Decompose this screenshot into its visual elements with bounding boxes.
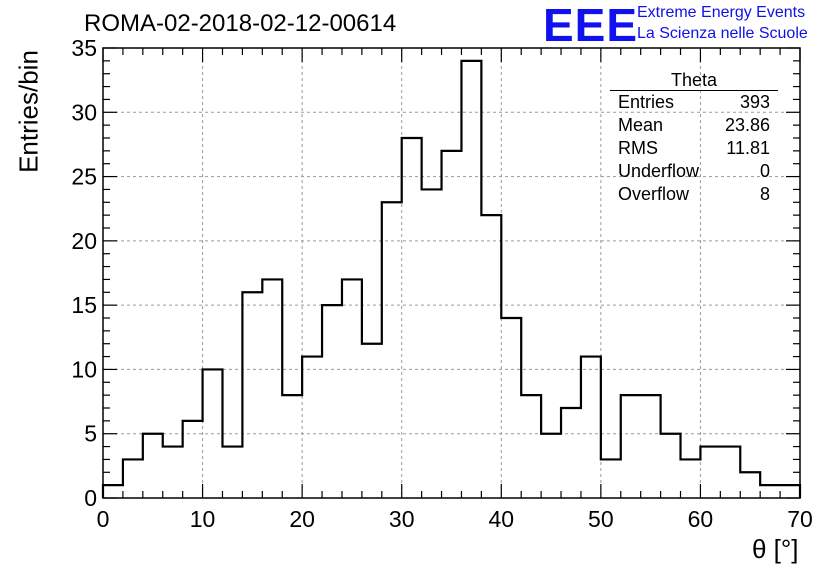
histogram-bin [222,447,242,498]
logo-text-line2: La Scienza nelle Scuole [637,25,808,42]
histogram-bin [402,138,422,498]
stats-label: Mean [618,115,664,135]
x-tick-label: 60 [688,506,714,532]
x-tick-label: 0 [97,506,110,532]
histogram-bin [143,434,163,498]
x-axis-label: θ [°] [752,534,799,564]
histogram-bin [382,202,402,498]
histogram-bin [422,189,442,498]
histogram-bin [183,421,203,498]
stats-row-rms: RMS 11.81 [610,137,778,160]
plot-frame [102,47,801,499]
stats-row-entries: Entries 393 [610,91,778,114]
histogram-bin [461,61,481,498]
histogram-bin [481,215,501,498]
histogram-bin [681,459,701,498]
histogram-bin [621,395,641,498]
stats-label: Overflow [618,184,690,204]
histogram-bin [780,485,800,498]
histogram-bin [123,459,143,498]
histogram-bin [342,279,362,498]
x-tick-label: 10 [190,506,216,532]
histogram-bin [442,151,462,498]
x-tick-label: 20 [289,506,315,532]
histogram-bin [661,434,681,498]
stats-row-mean: Mean 23.86 [610,114,778,137]
histogram-bin [282,395,302,498]
histogram-bin [521,395,541,498]
y-tick-label: 30 [71,99,97,125]
y-tick-label: 15 [71,292,97,318]
stats-box: Theta Entries 393 Mean 23.86 RMS 11.81 U… [610,70,778,206]
x-tick-label: 70 [787,506,813,532]
histogram-outline [101,59,802,498]
stats-row-overflow: Overflow 8 [610,183,778,206]
histogram-bin [242,292,262,498]
histogram-bin [720,447,740,498]
histogram-bin [581,357,601,498]
stats-label: Entries [618,92,675,112]
histogram-bin [163,447,183,498]
axis-ticks [102,47,801,499]
histogram-bin [601,459,621,498]
x-tick-label: 40 [488,506,514,532]
y-tick-label: 20 [71,228,97,254]
x-tick-label: 50 [588,506,614,532]
y-tick-label: 0 [84,485,97,511]
histogram-bin [561,408,581,498]
grid-lines [103,48,800,498]
histogram-bin [103,485,123,498]
histogram-bin [262,279,282,498]
stats-value: 8 [759,184,770,204]
run-title: ROMA-02-2018-02-12-00614 [84,10,397,37]
histogram-bin [641,395,661,498]
tick-labels: 0 10 20 30 40 50 60 70 0 5 10 15 20 25 30 35 [71,35,812,532]
y-tick-label: 35 [71,35,97,61]
histogram-bin [302,357,322,498]
stats-title: Theta [610,70,778,91]
histogram-bin [362,344,382,498]
logo-text-line1: Extreme Energy Events [637,4,806,21]
stats-label: Underflow [618,161,700,181]
stats-row-underflow: Underflow 0 [610,160,778,183]
stats-label: RMS [618,138,658,158]
histogram-bin [700,447,720,498]
y-tick-label: 25 [71,164,97,190]
y-axis-label: Entries/bin [13,50,44,173]
histogram-bin [501,318,521,498]
histogram-series [101,59,802,498]
histogram-bin [760,485,780,498]
stats-value: 23.86 [724,115,770,135]
histogram-bin [740,472,760,498]
histogram-bin [541,434,561,498]
eee-logo: EEE [543,0,639,51]
y-tick-label: 10 [71,356,97,382]
histogram-bin [322,305,342,498]
stats-value: 393 [739,92,770,112]
x-tick-label: 30 [389,506,415,532]
stats-value: 0 [759,161,770,181]
stats-value: 11.81 [726,138,770,158]
y-tick-label: 5 [84,421,97,447]
